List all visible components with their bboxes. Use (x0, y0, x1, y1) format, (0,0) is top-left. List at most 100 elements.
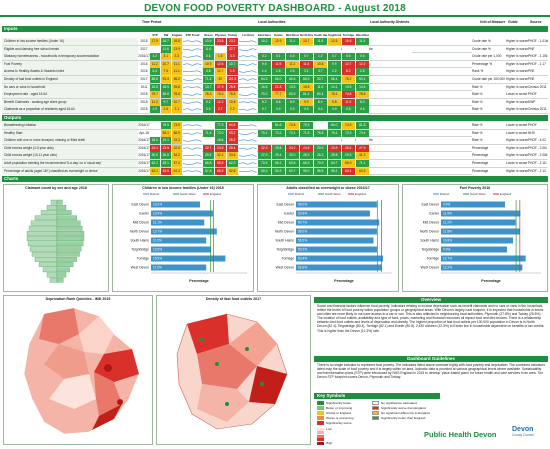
value-cell: 78.5 (161, 122, 171, 130)
data-label: 63.4% (298, 257, 307, 261)
data-label: 59.2% (298, 248, 307, 252)
value-cell: 57.4 (172, 159, 182, 168)
key-item: Better or improving (317, 406, 352, 410)
time-period: 2015 (138, 38, 150, 46)
bar (151, 228, 217, 235)
value-cell: 78.5 (300, 122, 313, 130)
value-cell: 81.8 (356, 122, 369, 130)
value-cell: 66.8 (203, 159, 214, 168)
value-cell (342, 137, 355, 145)
value-cell: 1.6 (215, 53, 226, 61)
trend-sparkline (183, 68, 202, 76)
value-cell: 18.6 (215, 137, 226, 145)
value-cell: 8.3 (356, 98, 369, 106)
value-cell: 70.6 (258, 159, 271, 168)
value-cell: 33.6 (227, 152, 238, 160)
key-swatch (317, 401, 324, 405)
imd-map-title: Deprivation Rank Quintiles - IMD 2015 (45, 297, 111, 301)
value-cell: 24.2 (286, 144, 299, 152)
pyramid-bar-male (49, 277, 58, 283)
table-row: Percentage of adults (aged 18+) classifi… (2, 167, 548, 176)
value-cell: 22.7 (227, 45, 238, 53)
key-label: Similar to England (326, 411, 352, 415)
guidelines-heading: Dashboard Guidelines (314, 356, 548, 362)
column-header: SW (163, 33, 169, 37)
data-label: 59.0% (298, 203, 307, 207)
data-label: 12.7% (443, 257, 452, 261)
value-cell: 0.9 (272, 106, 285, 114)
source-cell: NHS (528, 129, 548, 137)
unit-cell: Percentage (472, 159, 506, 168)
time-period: 2017 (138, 45, 150, 53)
guidelines-panel: Dashboard Guidelines There is no single … (314, 356, 548, 392)
trend-sparkline (239, 159, 257, 168)
data-label: 59.0% (298, 230, 307, 234)
data-label: 13.7% (153, 230, 162, 234)
trend-sparkline (183, 45, 202, 53)
value-cell: 59.0 (300, 167, 313, 175)
value-cell: 64.7 (328, 159, 341, 168)
value-cell (150, 45, 160, 53)
hdr-guide: Guide (508, 20, 518, 24)
table-row: No cars or vans in household 2011 16.5 18.9… (2, 83, 548, 92)
time-period: 2016/17 (138, 152, 150, 160)
value-cell: 19.1 (161, 137, 171, 145)
guide-cell: Higher is worse (506, 68, 528, 76)
value-cell: 63.1 (161, 159, 171, 168)
column-header: Exeter (274, 33, 283, 37)
source-cell: PHOF (528, 122, 548, 130)
pyramid-bar-male (46, 272, 58, 278)
pyramid-bar-female (56, 241, 84, 247)
value-cell: 2.6 (286, 68, 299, 76)
bar (151, 255, 226, 262)
value-cell: 12.7 (342, 60, 355, 68)
unit-cell: Crude rate % (472, 45, 506, 53)
pyramid-bar-male (26, 236, 58, 241)
guide-cell: Higher is worse (506, 106, 528, 114)
value-cell: 71.4 (203, 129, 214, 137)
value-cell (258, 137, 271, 145)
children-chart-panel: Children in low income families (Under 1… (112, 184, 254, 292)
adults-chart-title: Adults classified as overweight or obese… (286, 186, 370, 190)
category-label: North Devon (275, 230, 294, 234)
trend-sparkline (183, 144, 202, 152)
data-label: 11.2% (443, 221, 452, 225)
value-cell: 101.9 (227, 75, 238, 84)
trend-sparkline (183, 106, 202, 114)
value-cell: 0.6 (342, 53, 355, 61)
value-cell: 9.9 (300, 98, 313, 106)
indicator-label: Fuel Poverty (2, 60, 138, 68)
source-cell: PHOF - 1.01bi (528, 38, 548, 46)
guide-cell: Higher is worse (506, 38, 528, 46)
value-cell: 10.9 (203, 60, 214, 68)
table-row: Claimants as a proportion of residents a… (2, 106, 548, 114)
key-swatch (372, 416, 379, 420)
time-period: 2018 (138, 98, 150, 106)
category-label: North Devon (130, 230, 149, 234)
category-label: Teignbridge (421, 248, 439, 252)
trend-sparkline (183, 38, 202, 46)
value-cell: 66.6 (300, 75, 313, 84)
value-cell (258, 45, 271, 53)
guide-cell: Higher is worse (506, 60, 528, 68)
dashboard-header: DEVON FOOD POVERTY DASHBOARD - August 20… (0, 0, 550, 17)
value-cell (215, 45, 226, 53)
bar (441, 255, 526, 262)
pyramid-bar-male (38, 262, 58, 267)
time-period: 2016/17 (138, 122, 150, 130)
guide-cell: Higher is worse (506, 167, 528, 175)
dashboard-title: DEVON FOOD POVERTY DASHBOARD - August 20… (144, 3, 406, 14)
indicator-label: Child excess weight (10-11 year olds) (2, 152, 138, 160)
value-cell: 3.3 (227, 53, 238, 61)
unit-cell: Crude rate % (472, 38, 506, 46)
value-cell: 11.2 (150, 98, 160, 106)
value-cell: 0.6 (356, 53, 369, 61)
indicator-label: Percentage of adults (aged 18+) classifi… (2, 167, 138, 175)
quintile-swatch (317, 434, 324, 438)
guide-cell: Higher is worse (506, 152, 528, 160)
category-label: Exeter (284, 212, 295, 216)
value-cell: 8.2 (258, 98, 271, 106)
indicator-label: Eligible and claiming free school meals (2, 45, 138, 53)
value-cell: 11.9 (272, 60, 285, 68)
unit-cell: Percentage (472, 152, 506, 160)
